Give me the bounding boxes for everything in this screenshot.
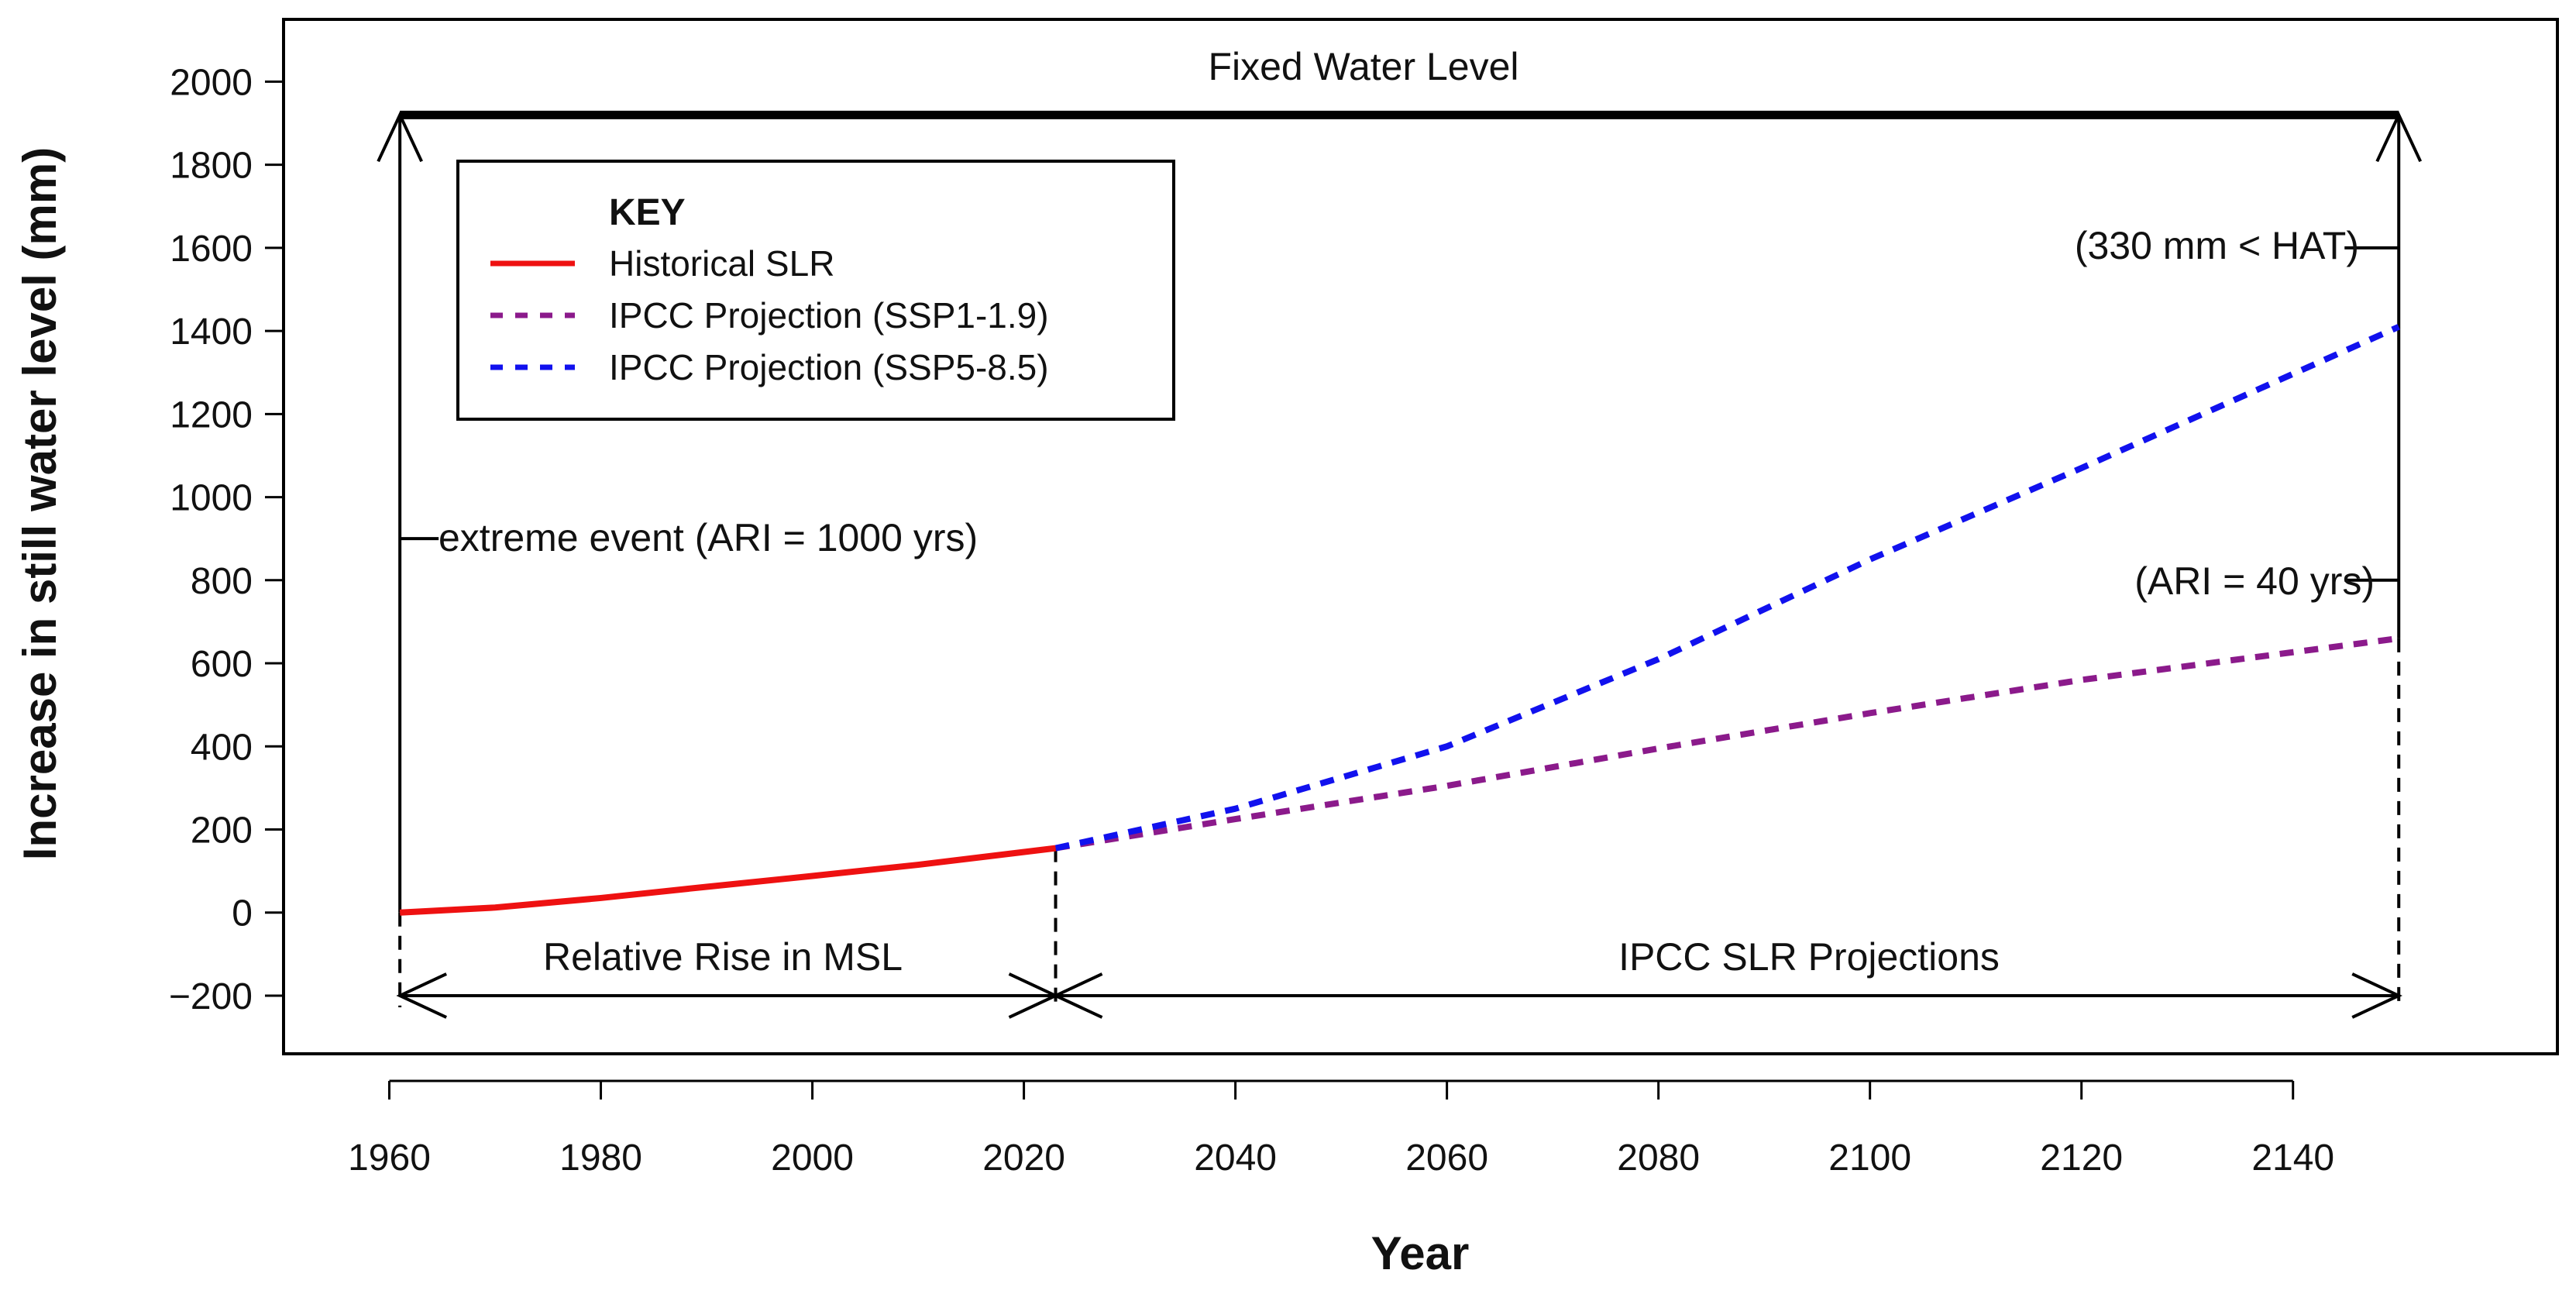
legend-box bbox=[456, 160, 1175, 421]
x-axis-title: Year bbox=[1371, 1227, 1470, 1279]
y-tick-label: 1600 bbox=[170, 229, 253, 270]
y-tick-label: 0 bbox=[232, 893, 253, 934]
x-tick-label: 2020 bbox=[982, 1137, 1065, 1179]
y-tick-label: 400 bbox=[191, 727, 253, 768]
y-axis-title: Increase in still water level (mm) bbox=[14, 147, 66, 860]
extreme-event-label: extreme event (ARI = 1000 yrs) bbox=[439, 516, 978, 559]
y-axis: −200 0 200 400 600 800 1000 1200 1400 1600 1800 200… bbox=[169, 62, 285, 1017]
y-tick-label: −200 bbox=[169, 976, 253, 1017]
y-tick-label: 1200 bbox=[170, 394, 253, 435]
y-tick-label: 2000 bbox=[170, 62, 253, 103]
y-tick-label: 600 bbox=[191, 644, 253, 685]
x-tick-label: 1960 bbox=[348, 1137, 431, 1179]
series-layer bbox=[399, 324, 2400, 916]
series-ssp5-85 bbox=[1054, 324, 2400, 852]
historical-span-arrow-head-left bbox=[396, 972, 448, 1019]
annotation-layer bbox=[377, 110, 2423, 1019]
x-tick-label: 2000 bbox=[771, 1137, 854, 1179]
projection-span-arrow-head-left bbox=[1051, 972, 1103, 1019]
y-tick-label: 1800 bbox=[170, 146, 253, 187]
x-axis: 1960 1980 2000 2020 2040 2060 2080 2100 2120 2140 bbox=[348, 1079, 2334, 1179]
series-ssp1-19 bbox=[1054, 635, 2399, 852]
x-tick-label: 1980 bbox=[559, 1137, 642, 1179]
legend: KEY Historical SLR IPCC Projection (SSP1… bbox=[456, 160, 1175, 421]
y-tick-label: 1000 bbox=[170, 478, 253, 519]
left-arrowhead bbox=[377, 111, 423, 163]
y-tick-label: 800 bbox=[191, 561, 253, 602]
right-arrowhead bbox=[2375, 111, 2423, 163]
hat-label: (330 mm < HAT) bbox=[2075, 224, 2359, 267]
x-tick-label: 2140 bbox=[2251, 1137, 2334, 1179]
x-tick-label: 2120 bbox=[2040, 1137, 2123, 1179]
x-tick-label: 2040 bbox=[1194, 1137, 1277, 1179]
ari-40-label: (ARI = 40 yrs) bbox=[2134, 559, 2375, 603]
y-tick-label: 200 bbox=[191, 810, 253, 851]
legend-title: KEY bbox=[609, 192, 686, 233]
x-tick-label: 2080 bbox=[1617, 1137, 1700, 1179]
series-historical-slr bbox=[399, 845, 1057, 916]
fixed-water-level-label: Fixed Water Level bbox=[1208, 45, 1518, 88]
legend-label-ssp5: IPCC Projection (SSP5-8.5) bbox=[609, 347, 1049, 387]
x-tick-label: 2100 bbox=[1828, 1137, 1911, 1179]
legend-label-historical: Historical SLR bbox=[609, 243, 834, 284]
historical-span-label: Relative Rise in MSL bbox=[543, 935, 903, 979]
legend-label-ssp1: IPCC Projection (SSP1-1.9) bbox=[609, 295, 1049, 336]
projection-span-arrow-head-right bbox=[2351, 972, 2402, 1019]
y-tick-label: 1400 bbox=[170, 311, 253, 353]
x-tick-label: 2060 bbox=[1405, 1137, 1488, 1179]
projection-span-label: IPCC SLR Projections bbox=[1618, 935, 2000, 979]
